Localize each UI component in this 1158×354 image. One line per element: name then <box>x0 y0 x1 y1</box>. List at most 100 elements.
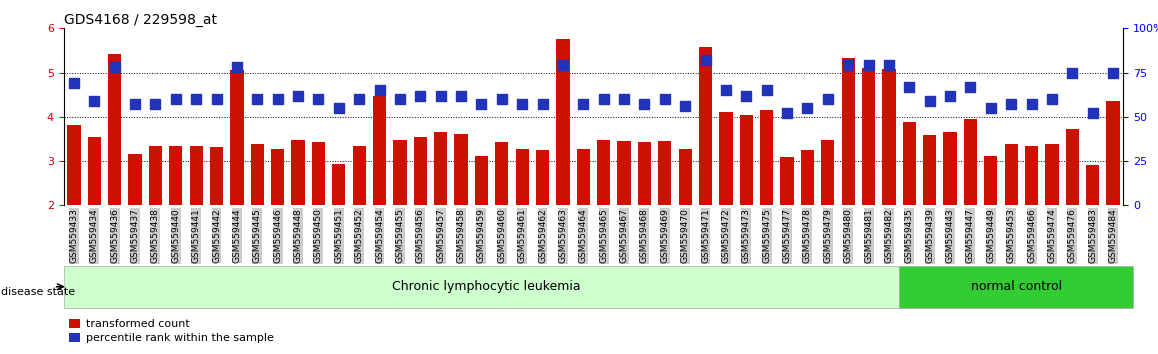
Bar <box>230 70 243 205</box>
Text: GSM559444: GSM559444 <box>233 208 241 263</box>
Bar <box>536 150 549 205</box>
Text: GSM559479: GSM559479 <box>823 208 833 263</box>
Bar <box>719 113 733 205</box>
Point <box>1002 102 1020 107</box>
Bar <box>842 58 855 205</box>
Text: GSM559466: GSM559466 <box>1027 208 1036 263</box>
Bar <box>699 47 712 205</box>
Bar <box>780 156 793 205</box>
Text: GSM559441: GSM559441 <box>191 208 200 263</box>
Point <box>330 105 349 111</box>
Bar <box>1106 101 1120 205</box>
Point <box>1063 70 1082 75</box>
Point <box>574 102 593 107</box>
Text: GSM559477: GSM559477 <box>783 208 792 263</box>
Text: GSM559475: GSM559475 <box>762 208 771 263</box>
Point <box>736 93 755 98</box>
Text: GSM559449: GSM559449 <box>987 208 996 263</box>
Text: GSM559435: GSM559435 <box>904 208 914 263</box>
Bar <box>862 68 875 205</box>
Text: GSM559439: GSM559439 <box>925 208 935 263</box>
Bar <box>210 147 223 205</box>
Bar <box>413 137 427 205</box>
Text: GSM559455: GSM559455 <box>395 208 404 263</box>
Point <box>248 96 266 102</box>
Text: disease state: disease state <box>1 287 75 297</box>
Text: GSM559482: GSM559482 <box>885 208 894 263</box>
Point <box>1042 96 1061 102</box>
Text: GSM559469: GSM559469 <box>660 208 669 263</box>
Point <box>472 102 491 107</box>
Text: GSM559478: GSM559478 <box>802 208 812 263</box>
Bar <box>108 54 122 205</box>
Point <box>288 93 307 98</box>
Bar <box>190 147 203 205</box>
Bar <box>899 266 1134 308</box>
Point <box>757 87 776 93</box>
Point <box>146 102 164 107</box>
Point <box>655 96 674 102</box>
Bar <box>577 149 589 205</box>
Legend: transformed count, percentile rank within the sample: transformed count, percentile rank withi… <box>69 319 273 343</box>
Text: GSM559465: GSM559465 <box>599 208 608 263</box>
Point <box>85 98 103 104</box>
Point <box>492 96 511 102</box>
Point <box>350 96 368 102</box>
Bar <box>515 149 529 205</box>
Point <box>819 96 837 102</box>
Bar <box>496 143 508 205</box>
Point <box>1023 102 1041 107</box>
Text: GSM559436: GSM559436 <box>110 208 119 263</box>
Text: GSM559473: GSM559473 <box>742 208 750 263</box>
Point <box>228 64 247 70</box>
Bar <box>598 140 610 205</box>
Text: GSM559448: GSM559448 <box>293 208 302 263</box>
Text: GSM559470: GSM559470 <box>681 208 690 263</box>
Bar <box>250 144 264 205</box>
Bar <box>903 122 916 205</box>
Point <box>778 110 797 116</box>
Bar <box>67 125 81 205</box>
Text: GSM559440: GSM559440 <box>171 208 181 263</box>
Point <box>982 105 1001 111</box>
Text: GSM559474: GSM559474 <box>1048 208 1056 263</box>
Text: GSM559452: GSM559452 <box>354 208 364 263</box>
Text: GSM559434: GSM559434 <box>90 208 98 263</box>
Bar <box>944 132 957 205</box>
Text: GSM559446: GSM559446 <box>273 208 283 263</box>
Point <box>105 64 124 70</box>
Text: GSM559471: GSM559471 <box>701 208 710 263</box>
Point <box>371 87 389 93</box>
Point <box>513 102 532 107</box>
Point <box>452 93 470 98</box>
Point <box>798 105 816 111</box>
Point <box>186 96 205 102</box>
Text: GSM559459: GSM559459 <box>477 208 486 263</box>
Text: GSM559483: GSM559483 <box>1089 208 1097 263</box>
Bar <box>64 266 899 308</box>
Text: GSM559461: GSM559461 <box>518 208 527 263</box>
Point <box>411 93 430 98</box>
Point <box>432 93 450 98</box>
Text: GSM559450: GSM559450 <box>314 208 323 263</box>
Text: GSM559451: GSM559451 <box>335 208 343 263</box>
Bar <box>1005 144 1018 205</box>
Point <box>859 63 878 68</box>
Point <box>594 96 613 102</box>
Bar <box>394 140 406 205</box>
Point <box>167 96 185 102</box>
Text: GSM559447: GSM559447 <box>966 208 975 263</box>
Bar <box>475 156 488 205</box>
Bar <box>760 110 774 205</box>
Text: GSM559462: GSM559462 <box>538 208 547 263</box>
Text: GSM559463: GSM559463 <box>558 208 567 263</box>
Text: GSM559481: GSM559481 <box>864 208 873 263</box>
Point <box>921 98 939 104</box>
Text: GSM559467: GSM559467 <box>620 208 629 263</box>
Text: GSM559458: GSM559458 <box>456 208 466 263</box>
Point <box>635 102 653 107</box>
Point <box>65 80 83 86</box>
Point <box>1104 70 1122 75</box>
Text: GSM559443: GSM559443 <box>946 208 954 263</box>
Bar <box>1086 166 1099 205</box>
